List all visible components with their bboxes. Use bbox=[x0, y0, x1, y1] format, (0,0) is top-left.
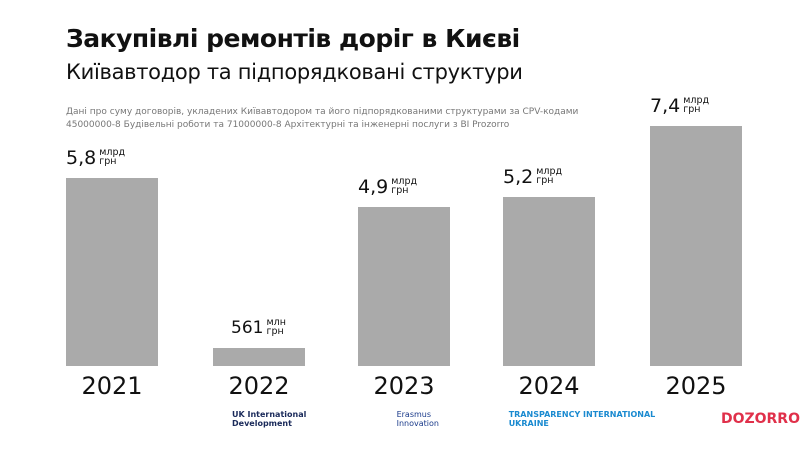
data-label: 5,8 млрд грн bbox=[66, 148, 127, 168]
logo-dozorro: DOZORRO bbox=[720, 411, 800, 427]
chart-subtitle: Київавтодор та підпорядковані структури bbox=[66, 60, 523, 84]
data-label-unit: млрд грн bbox=[99, 146, 126, 167]
bar-2023 bbox=[358, 207, 450, 366]
logo-erasmus: Erasmus Innovation bbox=[396, 410, 439, 428]
data-label-value: 5,2 bbox=[503, 166, 534, 189]
x-tick-label: 2021 bbox=[81, 372, 143, 400]
x-tick-label: 2023 bbox=[373, 372, 435, 400]
source-note: Дані про суму договорів, укладених Київа… bbox=[66, 107, 579, 130]
data-label-unit: млрд грн bbox=[683, 95, 710, 115]
data-label-value: 7,4 bbox=[650, 95, 681, 117]
data-label: 4,9 млрд грн bbox=[358, 177, 419, 197]
bar-2021 bbox=[66, 177, 158, 366]
data-label: 561 млн грн bbox=[231, 318, 294, 338]
x-tick-label: 2024 bbox=[518, 372, 580, 400]
x-tick-label: 2025 bbox=[665, 372, 727, 400]
data-label-value: 561 bbox=[231, 317, 264, 338]
logo-transparency-international: TRANSPARENCY INTERNATIONAL UKRAINE bbox=[508, 410, 656, 428]
data-label-unit: млрд грн bbox=[536, 166, 563, 187]
logos: UK International Development Erasmus Inn… bbox=[232, 410, 800, 428]
data-label-value: 5,8 bbox=[66, 146, 97, 169]
data-label: 5,2 млрд грн bbox=[503, 167, 564, 187]
x-tick-label: 2022 bbox=[228, 372, 290, 400]
logo-uk-development: UK International Development bbox=[232, 410, 307, 428]
data-label-unit: млн грн bbox=[266, 316, 286, 337]
bar-2022 bbox=[213, 347, 305, 366]
data-label-unit: млрд грн bbox=[391, 176, 418, 197]
data-label-value: 4,9 bbox=[358, 176, 389, 199]
bar-2025 bbox=[650, 126, 742, 366]
chart-title: Закупівлі ремонтів доріг в Києві bbox=[66, 24, 520, 53]
bar-2024 bbox=[503, 197, 595, 366]
data-label: 7,4 млрд грн bbox=[650, 96, 711, 116]
